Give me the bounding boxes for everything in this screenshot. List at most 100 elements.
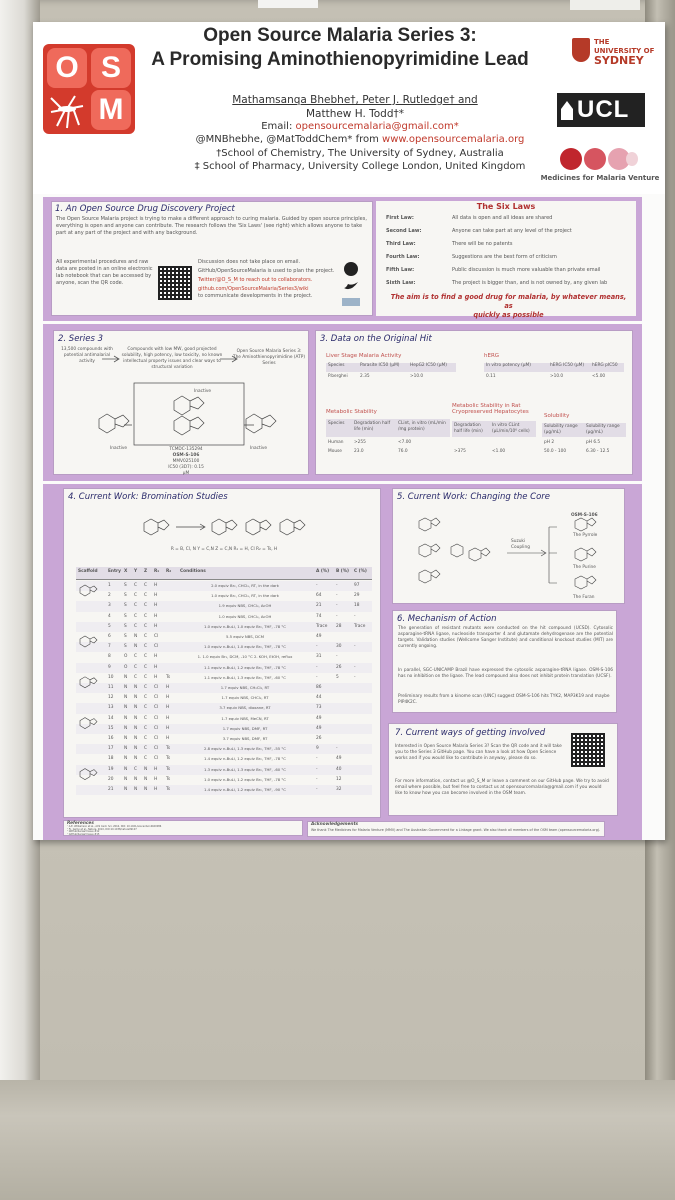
table-cell: 31 <box>316 654 322 660</box>
flow-step: Open Source Malaria Series 3: The Aminot… <box>232 349 306 366</box>
table-cell: 21 <box>108 787 114 792</box>
metab-row: Mouse 23.0 76.0 <box>326 449 450 457</box>
table-cell: Ts <box>166 756 171 762</box>
table-cell: N <box>124 787 128 792</box>
table-cell: N <box>124 736 128 741</box>
affiliation-2: ‡ School of Pharmacy, University College… <box>194 161 526 173</box>
title-line: Open Source Malaria Series 3: <box>203 25 477 46</box>
table-cell: 14 <box>108 715 114 721</box>
conditions-cell: 1.7 equiv NBS, CHCl₃, RT <box>221 695 269 701</box>
table-cell: C <box>134 674 138 680</box>
email-link[interactable]: opensourcemalaria@gmail.com* <box>295 121 459 132</box>
compound-line: TCMDC-135294 <box>169 447 203 452</box>
table-cell: C <box>144 593 148 599</box>
table-cell: C <box>144 613 148 619</box>
table-row: 6 S N C Cl 5.5 equiv NBS, DCM 49 <box>76 632 372 642</box>
table-header: Scaffold Entry X Y Z R₁ R₂ Conditions A (%) B (%)… <box>76 567 372 580</box>
law-text: Public discussion is much more valuable … <box>452 267 601 273</box>
table-cell: S <box>124 644 127 650</box>
table-cell: H <box>154 664 158 670</box>
ack-title: Acknowledgements <box>311 822 359 827</box>
table-cell: C <box>144 674 148 680</box>
cell: hERG pIC50 <box>592 363 618 368</box>
table-cell: 32 <box>336 787 342 792</box>
table-row: 7 S N C Cl 1.0 equiv n-BuLi, 1.0 equiv Br₂, T… <box>76 642 372 653</box>
cell: <1.00 <box>492 449 506 454</box>
table-cell: - <box>336 613 338 619</box>
table-cell: 30 <box>336 644 342 650</box>
table-cell: 9 <box>316 746 319 752</box>
table-cell: N <box>124 746 128 752</box>
ucl-dome-icon <box>561 101 573 120</box>
conditions-cell: 1. 1.0 equiv Br₂, DCM, -10 °C 2. KOH, Et… <box>197 654 293 660</box>
qr-code[interactable] <box>158 266 192 300</box>
wiki-link[interactable]: github.com/OpenSourceMalaria/Series3/wik… <box>198 286 309 292</box>
table-cell: 19 <box>108 766 114 772</box>
table-cell: 15 <box>108 725 114 731</box>
pinned-paper <box>570 0 640 10</box>
compound-line: MMV025100 <box>172 459 200 464</box>
section6-box: 6. Mechanism of Action The generation of… <box>392 610 617 713</box>
table-cell: 13 <box>108 705 114 711</box>
table-cell: C <box>134 664 138 670</box>
affiliation-1: †School of Chemistry, The University of … <box>216 147 504 159</box>
table-cell: H <box>166 685 170 690</box>
cell: Parasite IC50 (µM) <box>360 363 400 368</box>
table-cell: C <box>144 695 148 701</box>
table-cell: N <box>134 644 138 650</box>
table-cell: H <box>154 776 158 782</box>
core-label: The Purine <box>573 565 596 570</box>
cell: 50.0 - 100 <box>544 449 567 454</box>
table-cell: 73 <box>316 705 322 711</box>
table-cell: 49 <box>336 756 342 762</box>
table-cell: 8 <box>108 654 111 660</box>
liver-title: Liver Stage Malaria Activity <box>326 353 402 359</box>
table-cell: - <box>316 644 318 650</box>
table-cell: 18 <box>354 603 360 609</box>
website-link[interactable]: www.opensourcemalaria.org <box>382 134 525 146</box>
table-cell: Ts <box>166 766 171 772</box>
cc-icon <box>342 298 360 306</box>
table-row: 11 N N C Cl H 1.7 equiv NBS, CH₂Cl₂, RT 86 <box>76 683 372 694</box>
core-label: OSM-S-106 <box>571 513 598 518</box>
table-cell: N <box>134 736 138 741</box>
cell: In vitro CLint (µL/min/10⁶ cells) <box>492 423 530 434</box>
table-cell: - <box>316 664 318 670</box>
table-cell: S <box>124 603 127 609</box>
law-text: The project is bigger than, and is not o… <box>452 280 608 286</box>
cell: Degradation half life (min) <box>354 421 391 432</box>
cell: 76.0 <box>398 449 408 454</box>
cell: 6.30 - 12.5 <box>586 449 610 454</box>
cell: >255 <box>354 440 366 445</box>
logo-dot <box>560 148 582 170</box>
table-cell: - <box>316 766 318 772</box>
sydney-name: SYDNEY <box>594 54 644 67</box>
mmv-label: Medicines for Malaria Venture <box>540 174 660 182</box>
table-cell: N <box>124 725 128 731</box>
law-text: Anyone can take part at any level of the… <box>452 228 572 234</box>
table-cell: H <box>154 654 158 660</box>
table-cell: N <box>134 725 138 731</box>
cell: pH 2 <box>544 440 555 445</box>
table-cell: N <box>134 634 138 639</box>
table-cell: C <box>144 725 148 731</box>
table-row: 5 S C C H 1.0 equiv n-BuLi, 1.0 equiv Br₂, TH… <box>76 621 372 632</box>
table-row: 4 S C C H 1.0 equiv NBS, CHCl₃, AcOH 74- - <box>76 612 372 622</box>
table-cell: C <box>144 705 148 711</box>
cell: >10.0 <box>410 374 424 379</box>
table-cell: Cl <box>154 736 159 741</box>
wiki-note: to communicate developments in the proje… <box>198 293 313 299</box>
section-title: 2. Series 3 <box>58 334 104 344</box>
moa-text-1: The generation of resistant mutants were… <box>398 626 613 649</box>
table-cell: Ts <box>166 787 171 792</box>
table-cell: 9 <box>108 664 111 670</box>
conditions-cell: 1.4 equiv n-BuLi, 1.2 equiv Br₂, THF, -7… <box>204 756 286 762</box>
qr-code[interactable] <box>571 733 605 767</box>
table-cell: Cl <box>154 634 159 639</box>
column-header: Conditions <box>180 569 206 574</box>
reference: ⁴ GitHub/Series3 Issue #15 <box>67 832 100 836</box>
cell: HepG2 IC50 (µM) <box>410 363 447 368</box>
table-row: 14 N N C Cl H 1.7 equiv NBS, MeCN, RT 49 <box>76 714 372 724</box>
cell: Mouse <box>328 449 342 454</box>
table-cell: 86 <box>316 685 322 690</box>
